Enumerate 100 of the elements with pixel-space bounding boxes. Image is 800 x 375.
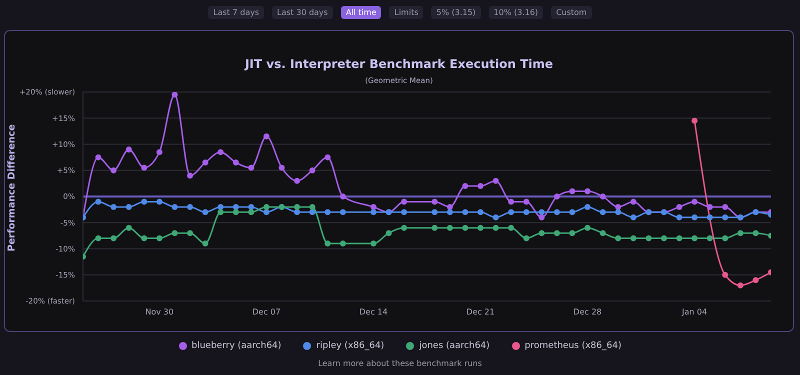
point [95,235,102,242]
point [492,224,499,231]
point [248,209,254,216]
point [232,160,239,166]
point [294,178,300,184]
point [309,209,316,216]
point [126,204,132,210]
point [218,209,224,216]
point [600,194,606,200]
point [432,209,438,216]
point [630,235,636,242]
text: Last 7 days [208,6,264,19]
point [263,209,270,216]
point [706,214,713,220]
point [706,235,713,242]
x-tick-label: Jan 04 [681,308,708,317]
point [600,209,606,216]
text: Last 30 days [272,6,333,19]
legend-label: jones (aarch64) [418,341,490,351]
point [569,188,576,194]
point [462,183,468,190]
point [218,204,224,210]
point [676,235,682,242]
point [232,209,239,216]
point [110,204,117,210]
point [370,209,376,216]
point [294,204,300,210]
point [615,204,622,210]
point [492,178,499,184]
point [401,198,408,205]
point [126,224,132,231]
point [722,235,728,242]
point [232,204,239,210]
point [126,146,132,152]
text: All time [340,6,382,19]
point [172,204,178,210]
point [340,209,346,216]
point [722,214,728,220]
point [569,230,576,236]
point [752,277,759,284]
point [692,118,698,124]
point [676,204,682,210]
point [446,204,453,210]
point [706,204,713,210]
point [646,235,652,242]
x-tick-label: Dec 14 [359,308,388,317]
point [187,230,194,236]
point [737,230,744,236]
point [492,214,499,220]
point [432,198,438,205]
legend-label: ripley (x86_64) [315,341,384,351]
point [324,154,331,160]
point [218,149,224,156]
point [172,92,178,98]
point [676,214,682,220]
point [156,235,162,242]
point [294,209,300,216]
point [248,164,254,171]
point [752,230,759,236]
point [446,209,453,216]
point [600,230,606,236]
point [110,167,117,174]
point [278,164,285,171]
x-tick-label: Dec 07 [252,308,281,317]
point [722,204,728,210]
point [386,230,392,236]
text: Custom [551,6,592,19]
legend-label: prometheus (x86_64) [524,341,622,351]
point [660,235,667,242]
point [324,240,331,247]
point [401,209,408,216]
point [538,209,545,216]
point [324,209,331,216]
text: Limits [389,6,424,19]
point [141,235,148,242]
point [370,240,376,247]
text: 10% (3.16) [488,6,544,19]
point [309,167,316,174]
point [202,160,208,166]
x-tick-label: Nov 30 [145,308,174,317]
point [141,198,148,205]
point [172,230,178,236]
line-series [83,198,771,220]
point [462,224,468,231]
point [141,164,148,171]
point [584,204,591,210]
point [523,209,530,216]
point [630,214,636,220]
point [523,235,530,242]
point [615,235,622,242]
x-tick-label: Dec 28 [573,308,602,317]
point [523,198,530,205]
point [95,154,102,160]
point [248,204,254,210]
point [462,209,468,216]
point [187,204,194,210]
point [432,224,438,231]
point [508,224,514,231]
point [263,204,270,210]
chart-title: JIT vs. Interpreter Benchmark Execution Time [243,57,554,71]
